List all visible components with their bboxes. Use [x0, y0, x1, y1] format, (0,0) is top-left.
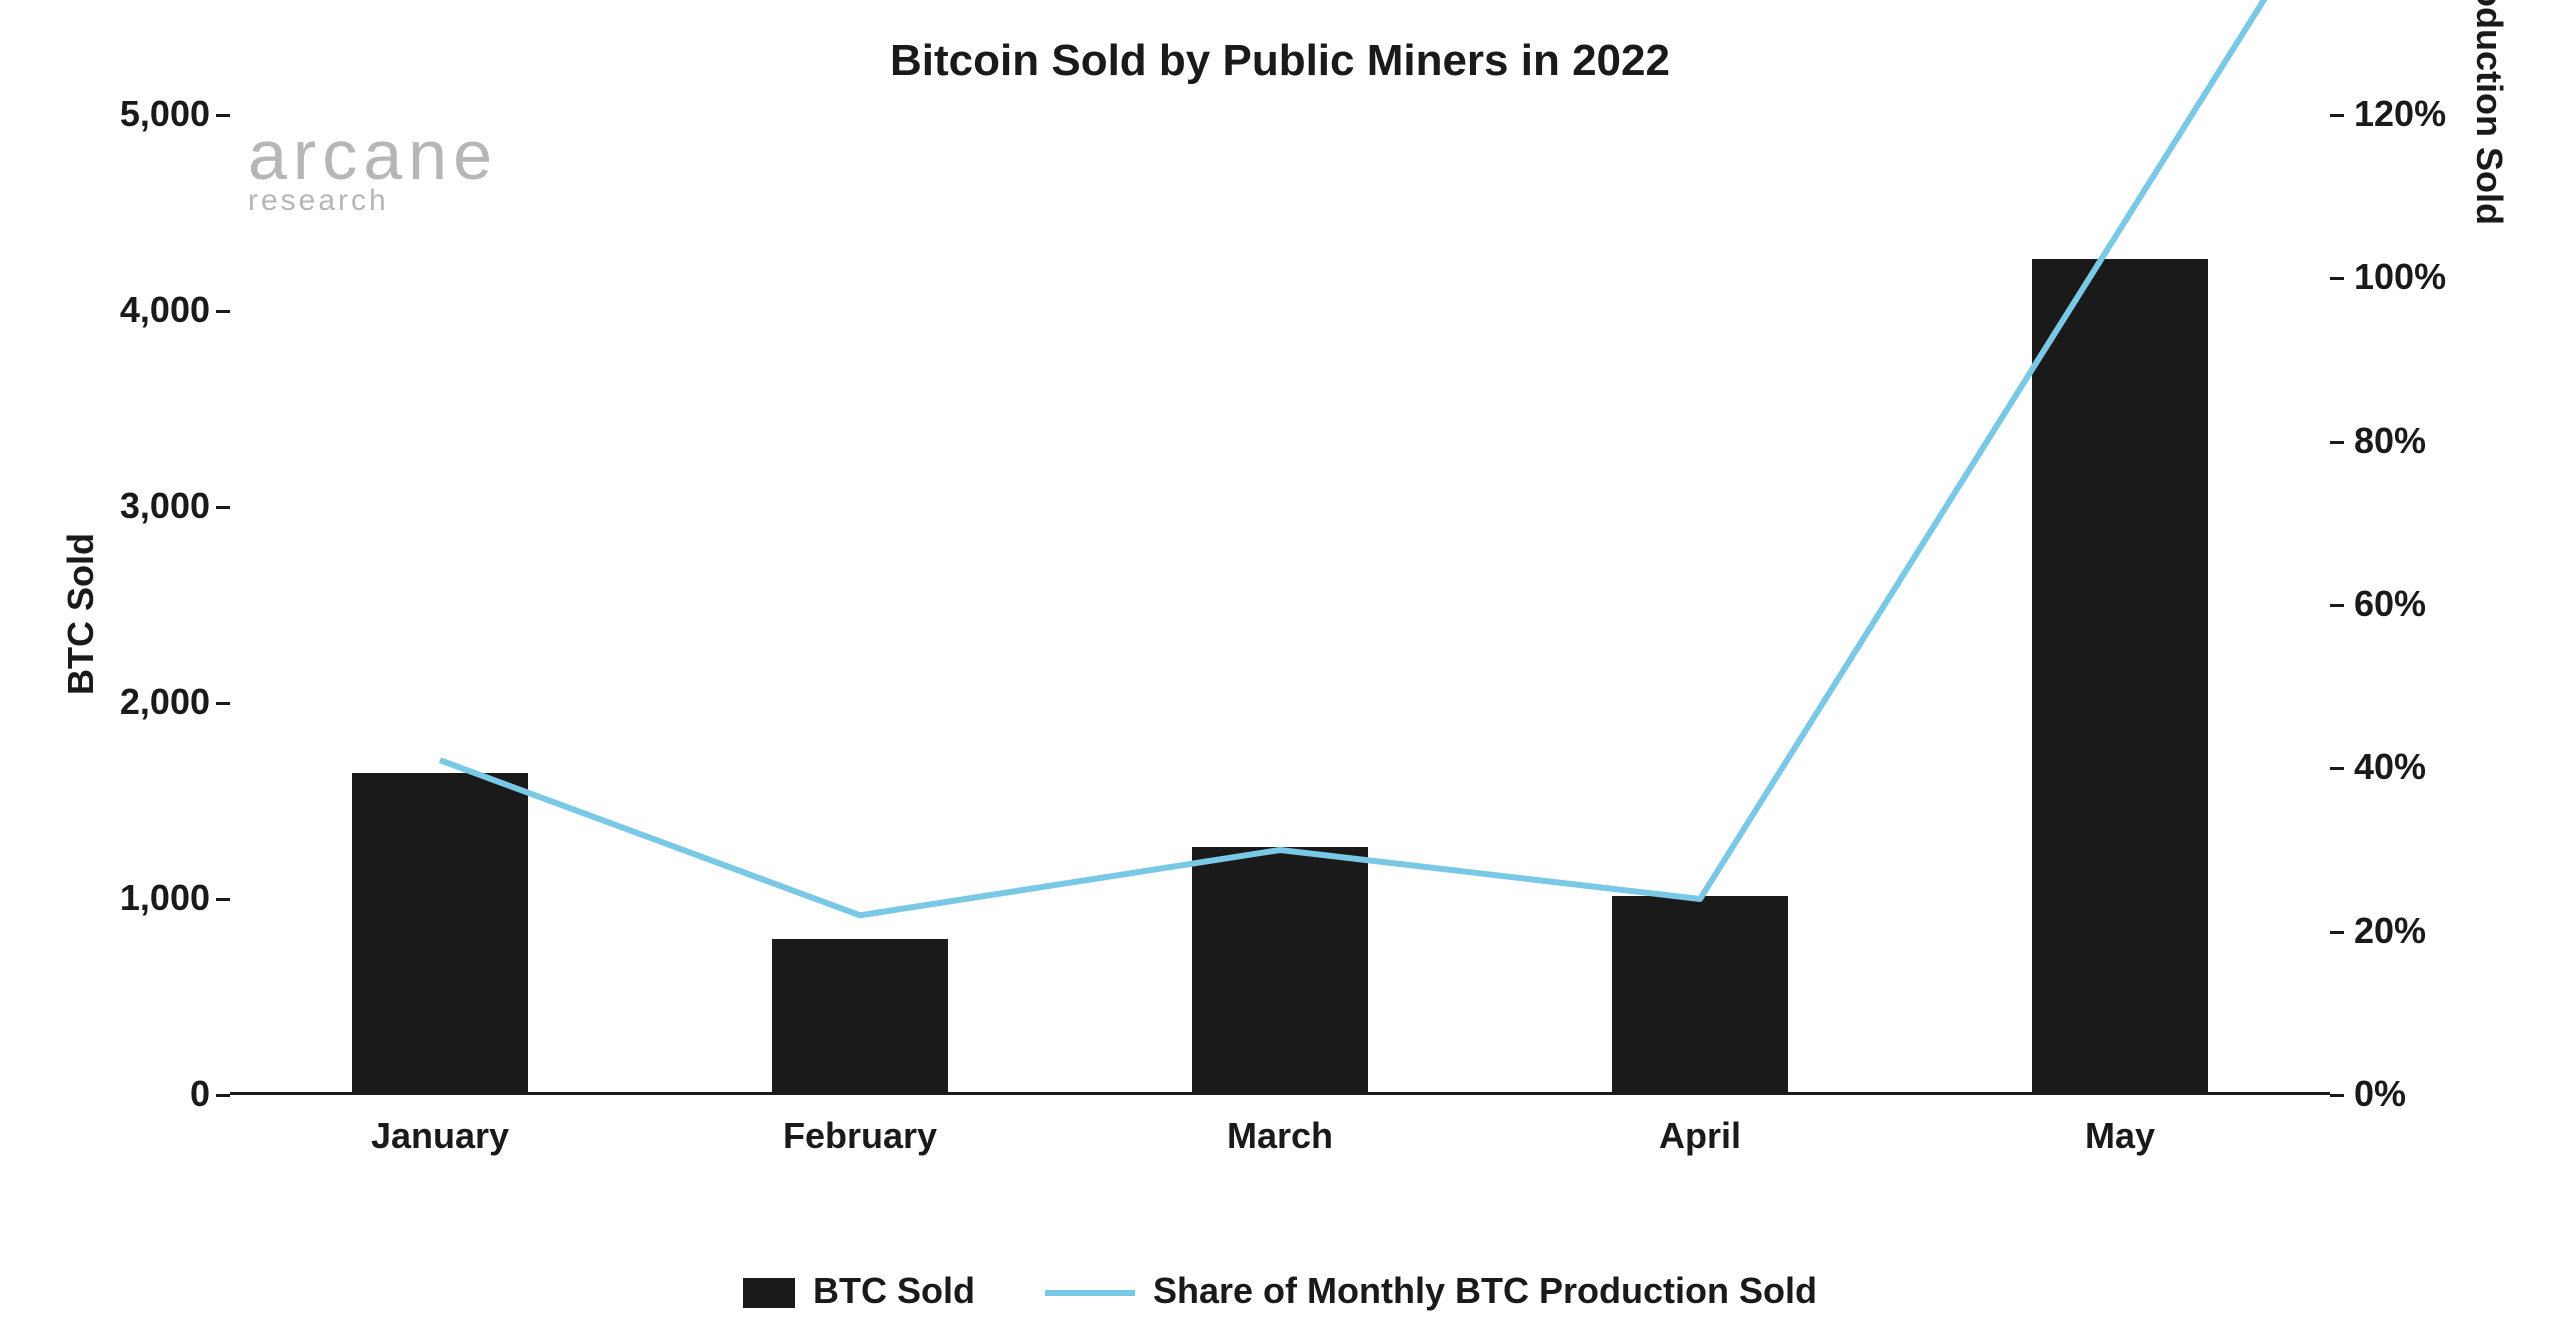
y-left-tick: 2,000	[60, 681, 210, 723]
bar	[1192, 847, 1368, 1092]
y-right-tick: 0%	[2354, 1073, 2504, 1115]
y-right-tick: 100%	[2354, 256, 2504, 298]
x-axis-tick: April	[1550, 1115, 1850, 1157]
y-left-tick: 4,000	[60, 289, 210, 331]
bar	[1612, 896, 1788, 1092]
y-right-tick: 40%	[2354, 746, 2504, 788]
y-left-tick: 0	[60, 1073, 210, 1115]
chart-container: Bitcoin Sold by Public Miners in 2022 ar…	[0, 0, 2560, 1340]
legend-line-label: Share of Monthly BTC Production Sold	[1153, 1270, 1817, 1311]
legend-bar-label: BTC Sold	[813, 1270, 975, 1311]
y-right-tick: 120%	[2354, 93, 2504, 135]
legend-line-swatch	[1045, 1290, 1135, 1296]
y-left-tick: 5,000	[60, 93, 210, 135]
legend: BTC Sold Share of Monthly BTC Production…	[0, 1270, 2560, 1312]
bar	[772, 939, 948, 1092]
y-right-tick: 60%	[2354, 583, 2504, 625]
bar	[2032, 259, 2208, 1092]
y-left-tick: 3,000	[60, 485, 210, 527]
x-axis-tick: January	[290, 1115, 590, 1157]
y-left-axis-label: BTC Sold	[60, 533, 102, 695]
bar	[352, 773, 528, 1092]
y-left-tick: 1,000	[60, 877, 210, 919]
legend-bar-swatch	[743, 1278, 795, 1308]
x-axis-tick: May	[1970, 1115, 2270, 1157]
x-axis-tick: March	[1130, 1115, 1430, 1157]
y-right-tick: 80%	[2354, 420, 2504, 462]
plot-area	[230, 115, 2330, 1095]
y-right-tick: 20%	[2354, 910, 2504, 952]
x-axis-tick: February	[710, 1115, 1010, 1157]
chart-title: Bitcoin Sold by Public Miners in 2022	[0, 36, 2560, 86]
